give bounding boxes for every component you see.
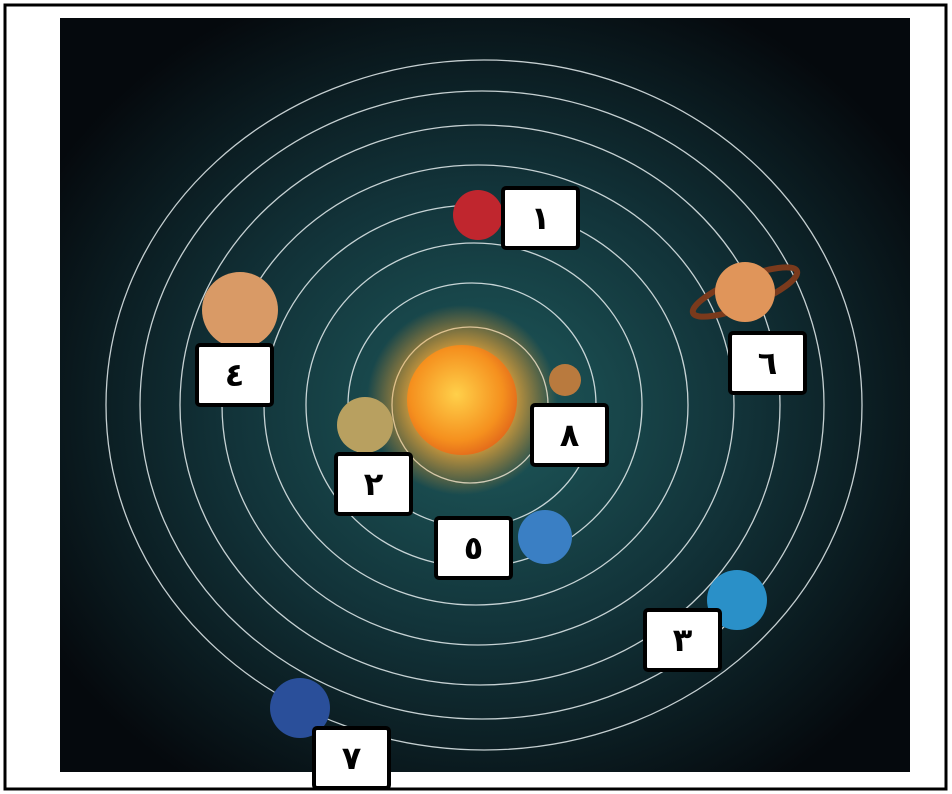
planet-earth	[518, 510, 572, 564]
planet-jupiter	[202, 272, 278, 348]
planet-mercury	[549, 364, 581, 396]
planet-label: ٦	[758, 344, 778, 382]
planet-label: ٨	[560, 416, 580, 454]
planet-mars	[453, 190, 503, 240]
planet-label: ٧	[342, 739, 362, 777]
planet-venus	[337, 397, 393, 453]
planet-label: ٥	[464, 529, 484, 567]
planet-label: ١	[531, 199, 551, 237]
sun	[407, 345, 517, 455]
planet-label: ٣	[673, 621, 693, 659]
solar-system-diagram: ١ ٦ ٤ ٨ ٢ ٥ ٣ ٧	[0, 0, 952, 794]
planet-label: ٤	[225, 356, 245, 394]
planet-label: ٢	[364, 465, 384, 503]
